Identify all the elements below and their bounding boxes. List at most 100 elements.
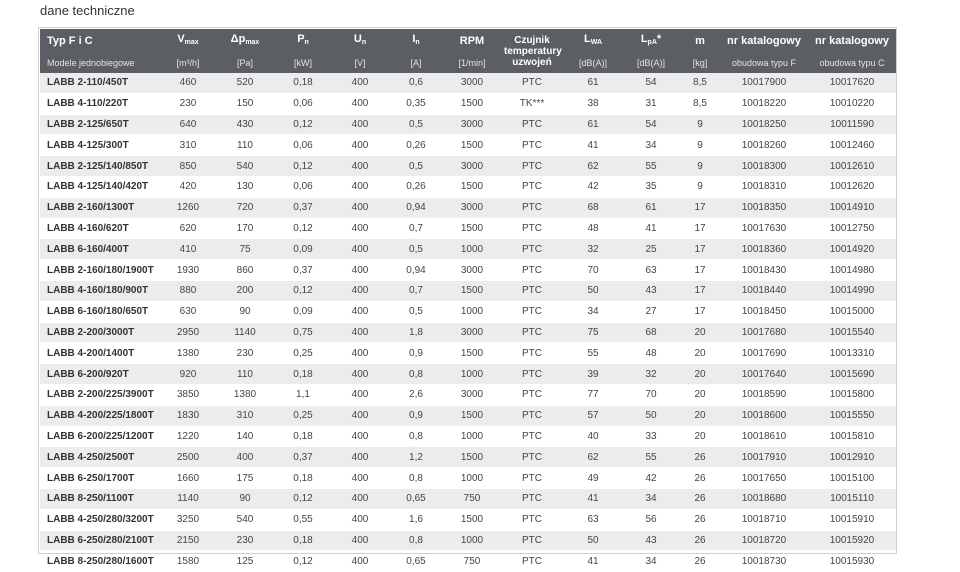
cell-model: LABB 4-125/300T [40,134,160,157]
cell-voltage: 400 [332,218,388,240]
cell-mass: 17 [680,238,720,261]
cell-rpm: 1500 [444,342,500,365]
cell-cat-c: 10013310 [808,342,896,365]
unit-cat-f: obudowa typu F [720,53,808,73]
cell-voltage: 400 [332,73,388,94]
cell-lwa: 75 [564,322,622,344]
cell-sensor: PTC [500,467,564,489]
cell-power: 0,09 [274,301,332,323]
cell-pressure: 520 [216,73,274,94]
unit-cat-c: obudowa typu C [808,53,896,73]
cell-cat-f: 10018360 [720,238,808,261]
cell-sensor: PTC [500,426,564,448]
cell-cat-c: 10015800 [808,384,896,406]
unit-voltage: [V] [332,53,388,73]
cell-cat-f: 10018440 [720,280,808,302]
cell-lpa: 34 [622,550,680,572]
cell-cat-f: 10017650 [720,467,808,489]
cell-sensor: PTC [500,446,564,469]
cell-power: 0,18 [274,73,332,94]
cell-voltage: 400 [332,488,388,510]
cell-rpm: 1500 [444,405,500,427]
cell-lpa: 43 [622,530,680,552]
cell-model: LABB 2-125/140/850T [40,155,160,177]
cell-power: 0,18 [274,467,332,489]
cell-power: 0,25 [274,342,332,365]
unit-power: [kW] [274,53,332,73]
cell-pressure: 310 [216,405,274,427]
cell-cat-f: 10018600 [720,405,808,427]
cell-power: 0,12 [274,550,332,572]
cell-cat-c: 10014920 [808,238,896,261]
cell-voltage: 400 [332,363,388,385]
table-row: LABB 2-110/450T 460 520 0,18 400 0,6 3000 PTC 61… [40,73,896,94]
cell-model: LABB 4-200/225/1800T [40,405,160,427]
cell-lpa: 54 [622,114,680,136]
cell-lwa: 50 [564,530,622,552]
cell-flow: 1380 [160,342,216,365]
cell-model: LABB 6-200/225/1200T [40,426,160,448]
cell-cat-c: 10015810 [808,426,896,448]
header-mass: m [680,29,720,53]
cell-current: 0,65 [388,488,444,510]
cell-pressure: 860 [216,259,274,281]
cell-cat-c: 10015920 [808,530,896,552]
unit-lpa: [dB(A)] [622,53,680,73]
cell-current: 0,5 [388,114,444,136]
cell-lwa: 49 [564,467,622,489]
cell-power: 0,37 [274,197,332,219]
table-row: LABB 2-160/1300T 1260 720 0,37 400 0,94 3000 PT… [40,197,896,219]
cell-flow: 410 [160,238,216,261]
cell-lpa: 25 [622,238,680,261]
cell-current: 1,8 [388,322,444,344]
cell-cat-c: 10012610 [808,155,896,177]
cell-rpm: 3000 [444,197,500,219]
cell-cat-f: 10018310 [720,176,808,198]
cell-sensor: PTC [500,114,564,136]
cell-pressure: 150 [216,93,274,115]
cell-power: 0,06 [274,93,332,115]
table-row: LABB 6-250/280/2100T 2150 230 0,18 400 0,8 100… [40,530,896,552]
cell-flow: 1220 [160,426,216,448]
cell-lpa: 68 [622,322,680,344]
cell-rpm: 1000 [444,530,500,552]
cell-model: LABB 4-125/140/420T [40,176,160,198]
cell-cat-f: 10017910 [720,446,808,469]
cell-current: 0,8 [388,530,444,552]
cell-rpm: 750 [444,488,500,510]
cell-flow: 3850 [160,384,216,406]
header-cat-f: nr katalogowy [720,29,808,53]
cell-cat-c: 10012620 [808,176,896,198]
cell-lwa: 34 [564,301,622,323]
cell-sensor: PTC [500,301,564,323]
cell-pressure: 400 [216,446,274,469]
cell-current: 0,5 [388,301,444,323]
cell-cat-f: 10018250 [720,114,808,136]
cell-flow: 3250 [160,509,216,531]
cell-pressure: 110 [216,134,274,157]
cell-pressure: 125 [216,550,274,572]
technical-data-table: Typ F i C Vmax Δpmax Pn Un In RPM Czujni… [40,29,896,572]
cell-pressure: 1140 [216,322,274,344]
cell-lwa: 39 [564,363,622,385]
cell-cat-f: 10018720 [720,530,808,552]
cell-voltage: 400 [332,509,388,531]
cell-mass: 20 [680,322,720,344]
cell-sensor: PTC [500,218,564,240]
header-power: Pn [274,29,332,53]
cell-mass: 26 [680,509,720,531]
cell-rpm: 1500 [444,218,500,240]
table-row: LABB 4-125/140/420T 420 130 0,06 400 0,26 1500… [40,176,896,198]
table-row: LABB 6-200/920T 920 110 0,18 400 0,8 1000 PTC 39… [40,363,896,385]
cell-current: 0,6 [388,73,444,94]
cell-rpm: 3000 [444,322,500,344]
table-row: LABB 6-160/400T 410 75 0,09 400 0,5 1000 PTC 32 2… [40,238,896,261]
cell-pressure: 170 [216,218,274,240]
cell-current: 0,5 [388,238,444,261]
cell-cat-c: 10015930 [808,550,896,572]
cell-sensor: PTC [500,197,564,219]
header-row: Typ F i C Vmax Δpmax Pn Un In RPM Czujni… [40,29,896,73]
cell-flow: 850 [160,155,216,177]
cell-pressure: 140 [216,426,274,448]
cell-pressure: 175 [216,467,274,489]
